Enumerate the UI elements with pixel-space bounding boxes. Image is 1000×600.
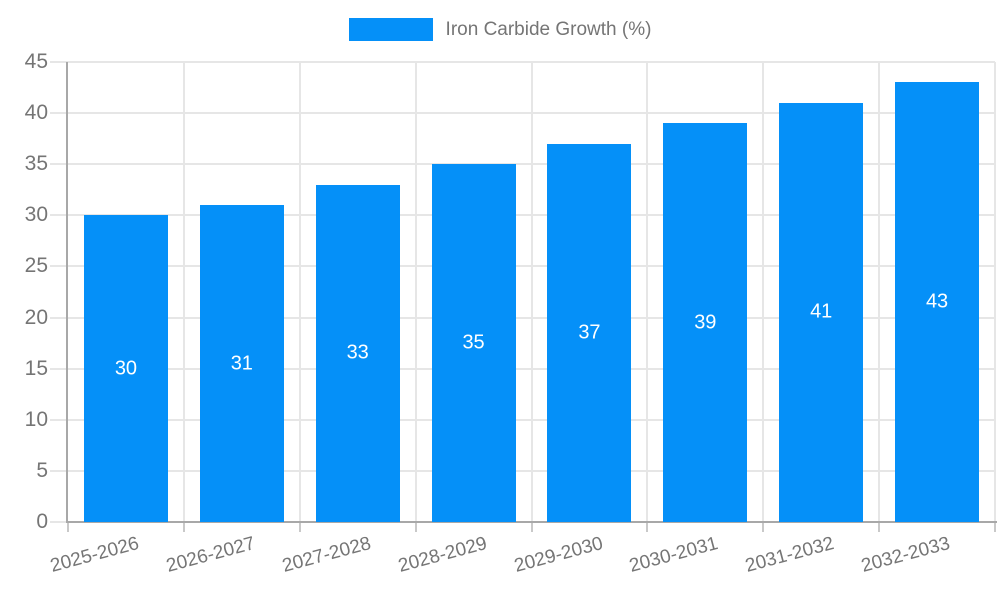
y-axis-tick-label: 35 <box>24 152 48 176</box>
x-axis-tick <box>67 522 69 532</box>
bar-value-label: 35 <box>462 331 485 354</box>
y-gridline <box>50 214 995 217</box>
x-axis-tick <box>994 522 996 532</box>
x-gridline <box>530 62 533 522</box>
legend-label: Iron Carbide Growth (%) <box>445 18 652 40</box>
y-gridline <box>50 112 995 115</box>
y-gridline <box>50 265 995 268</box>
bar: 30 <box>83 215 168 522</box>
bar-value-label: 37 <box>578 321 601 344</box>
y-axis-tick-label: 25 <box>24 254 48 278</box>
x-axis-category-label: 2032-2033 <box>859 533 953 577</box>
x-axis-tick <box>298 522 301 532</box>
y-gridline <box>50 418 995 421</box>
x-axis-category-label: 2031-2032 <box>743 533 837 577</box>
y-gridline <box>50 163 995 166</box>
y-axis-tick-label: 20 <box>24 305 48 329</box>
bar: 35 <box>431 164 516 522</box>
x-gridline <box>878 62 881 522</box>
y-gridline <box>50 61 995 63</box>
x-gridline <box>762 62 765 522</box>
bar: 37 <box>547 143 632 522</box>
bar-value-label: 33 <box>346 341 369 364</box>
x-gridline <box>298 62 301 522</box>
y-axis-line <box>66 62 68 522</box>
bar-value-label: 43 <box>925 290 949 313</box>
x-gridline <box>646 62 649 522</box>
y-axis-tick-label: 30 <box>24 203 48 227</box>
x-axis-category-label: 2030-2031 <box>627 533 721 577</box>
y-gridline <box>50 316 995 319</box>
x-axis-tick <box>530 522 533 532</box>
x-axis-category-label: 2025-2026 <box>48 533 142 577</box>
y-axis-tick-label: 5 <box>36 458 48 482</box>
x-axis-category-label: 2026-2027 <box>164 533 258 577</box>
legend-swatch <box>348 18 433 41</box>
x-axis-tick <box>762 522 765 532</box>
bar: 39 <box>663 123 748 522</box>
y-axis-tick-label: 15 <box>24 356 48 380</box>
y-axis-tick-label: 0 <box>36 510 48 533</box>
bar: 31 <box>199 205 284 522</box>
x-axis-line <box>66 521 997 523</box>
legend: Iron Carbide Growth (%) <box>0 18 1000 41</box>
x-axis-tick <box>414 522 417 532</box>
y-gridline <box>50 367 995 370</box>
bar-value-label: 39 <box>694 311 717 334</box>
x-axis-tick <box>646 522 649 532</box>
bar: 41 <box>779 102 864 522</box>
x-axis-category-label: 2027-2028 <box>279 533 374 577</box>
y-axis-tick-label: 40 <box>24 101 48 125</box>
y-axis-tick-label: 45 <box>24 50 48 73</box>
y-axis-tick-label: 10 <box>24 407 48 431</box>
x-gridline <box>994 62 996 522</box>
x-axis-category-label: 2029-2030 <box>511 533 605 577</box>
bar: 43 <box>895 82 980 522</box>
x-axis-tick <box>878 522 881 532</box>
x-axis-category-label: 2028-2029 <box>395 533 489 577</box>
bar-value-label: 31 <box>230 352 253 375</box>
x-gridline <box>414 62 417 522</box>
bar-value-label: 30 <box>114 357 138 380</box>
x-axis-tick <box>182 522 185 532</box>
bar-value-label: 41 <box>810 300 833 323</box>
bar: 33 <box>315 184 400 522</box>
x-gridline <box>182 62 185 522</box>
y-gridline <box>50 469 995 472</box>
